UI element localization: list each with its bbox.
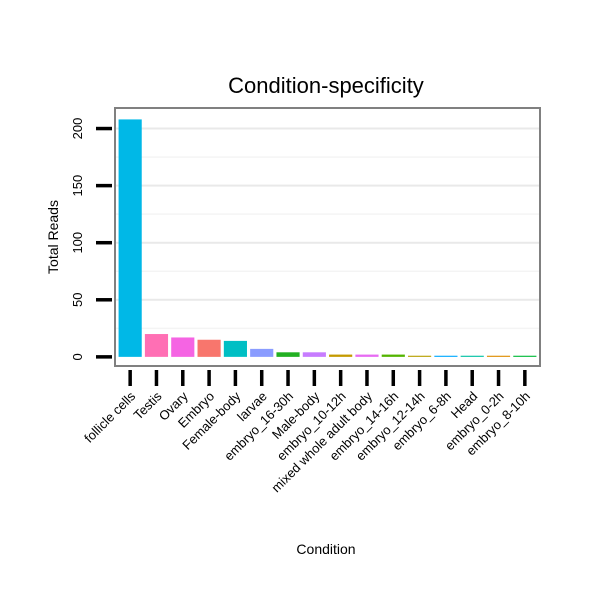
bar-13 [434, 355, 458, 357]
bar-6 [250, 348, 274, 357]
chart-title: Condition-specificity [228, 73, 424, 98]
y-tick-label: 100 [70, 232, 85, 254]
x-axis: follicle cellsTestisOvaryEmbryoFemale-bo… [81, 370, 533, 495]
bar-10 [355, 354, 379, 357]
bar-2 [144, 334, 169, 357]
bar-14 [460, 355, 484, 357]
x-tick-label: follicle cells [81, 388, 138, 445]
plot-border [114, 107, 541, 367]
bar-11 [381, 354, 405, 357]
grid-lines [115, 127, 540, 330]
y-tick-label: 50 [70, 293, 85, 307]
bar-12 [408, 355, 432, 357]
bar-1 [118, 119, 142, 357]
bar-8 [302, 352, 326, 357]
x-axis-label: Condition [296, 541, 355, 557]
y-tick-label: 150 [70, 175, 85, 197]
y-tick-label: 200 [70, 118, 85, 140]
bar-4 [197, 339, 221, 357]
y-tick-label: 0 [70, 353, 85, 360]
bars-group [118, 119, 537, 357]
bar-5 [223, 340, 247, 357]
bar-9 [329, 354, 353, 357]
bar-3 [171, 337, 195, 357]
bar-7 [276, 352, 300, 357]
y-axis: 0 50 100 150 200 [70, 118, 112, 360]
bar-15 [486, 355, 511, 357]
bar-16 [513, 355, 537, 357]
y-axis-label: Total Reads [45, 200, 61, 274]
